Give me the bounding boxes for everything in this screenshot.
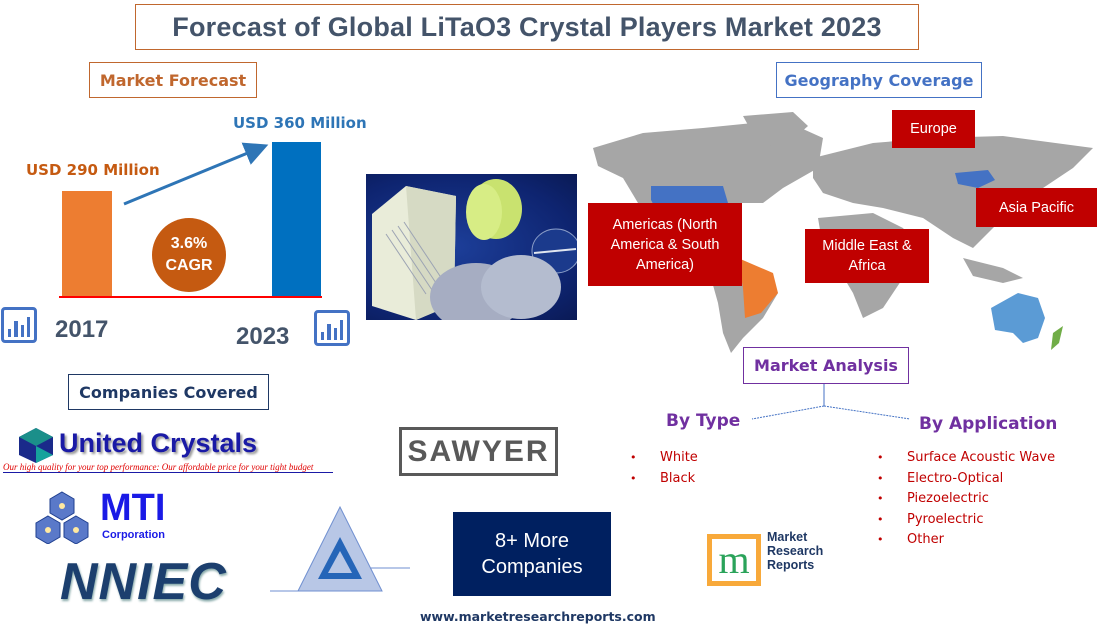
mrr-mark-icon: m [707,534,761,586]
mti-logo: MTI Corporation [32,488,182,544]
application-item: Piezoelectric [877,489,1055,510]
application-item: Other [877,530,1055,551]
mongolia-region [955,170,995,188]
united-crystals-logo: United Crystals Our high quality for you… [3,424,335,476]
cagr-value: 3.6% [170,235,208,252]
market-analysis-label: Market Analysis [743,347,909,384]
baseline-line [59,296,322,298]
year-2017: 2017 [55,316,109,343]
market-forecast-label: Market Forecast [89,62,257,98]
geography-coverage-label: Geography Coverage [776,62,982,98]
united-crystals-tagline: Our high quality for your top performanc… [3,462,333,473]
mti-sub: Corporation [102,529,165,541]
cube-icon [19,428,53,463]
cagr-label: CAGR [165,257,213,274]
more-companies-box: 8+ More Companies [453,512,611,596]
footer-url-link[interactable]: www.marketresearchreports.com [420,609,656,624]
title-box: Forecast of Global LiTaO3 Crystal Player… [135,4,919,50]
more-line2: Companies [481,556,583,578]
new-zealand-region [1051,326,1063,350]
cagr-badge: 3.6% CAGR [152,218,226,292]
mrr-brand-logo: m Market Research Reports [707,530,837,588]
analysis-connector [751,384,911,420]
more-line1: 8+ More [495,530,569,552]
type-item: Black [630,469,698,490]
application-item: Surface Acoustic Wave [877,448,1055,469]
triangle-company-logo [270,505,410,592]
trend-arrow-icon [123,142,269,206]
region-asia-pacific: Asia Pacific [976,188,1097,227]
region-middle-east-africa: Middle East & Africa [805,229,929,283]
australia-region [991,293,1045,343]
world-map [593,112,1093,353]
bar-2017 [62,191,112,297]
page-title: Forecast of Global LiTaO3 Crystal Player… [172,11,882,42]
brazil-region [738,258,778,318]
value-label-2017: USD 290 Million [26,161,160,179]
nniec-logo: NNIEC [60,553,227,611]
application-list: Surface Acoustic Wave Electro-Optical Pi… [877,448,1055,551]
year-2023: 2023 [236,323,290,350]
type-item: White [630,448,698,469]
bar-chart-icon [1,307,37,343]
type-list: White Black [630,448,698,489]
mrr-text: Market Research Reports [767,530,824,572]
product-photo [366,174,577,320]
sawyer-logo: SAWYER [399,427,558,476]
hexagons-icon [35,491,89,544]
by-application-heading: By Application [919,414,1058,434]
application-item: Pyroelectric [877,510,1055,531]
bar-2023 [272,142,321,298]
by-type-heading: By Type [666,411,741,431]
bar-chart-icon [314,310,350,346]
companies-covered-label: Companies Covered [68,374,269,410]
region-europe: Europe [892,110,975,148]
region-americas: Americas (North America & South America) [588,203,742,286]
united-crystals-name: United Crystals [59,428,258,458]
crystal-wafers-image [372,179,577,320]
application-item: Electro-Optical [877,469,1055,490]
value-label-2023: USD 360 Million [233,114,367,132]
mti-name: MTI [100,487,166,529]
